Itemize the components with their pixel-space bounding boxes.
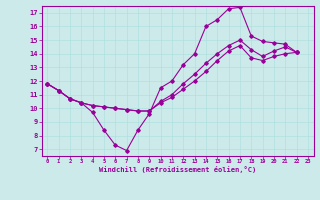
X-axis label: Windchill (Refroidissement éolien,°C): Windchill (Refroidissement éolien,°C) — [99, 166, 256, 173]
